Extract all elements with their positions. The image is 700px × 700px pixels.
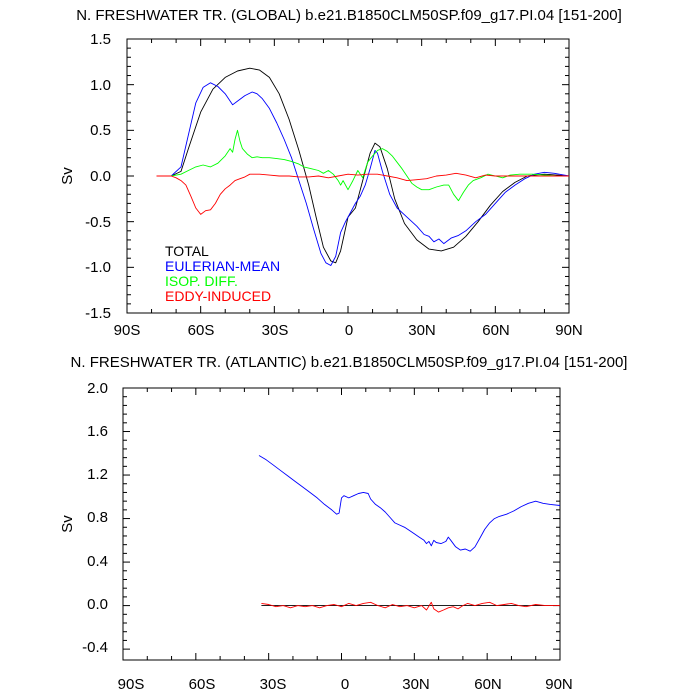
atlantic-x-tick-label: 90N — [545, 676, 573, 693]
global-y-tick-label: 1.5 — [90, 31, 111, 48]
atlantic-y-tick-label: -0.4 — [82, 639, 108, 656]
atlantic-x-tick-label: 30N — [402, 676, 430, 693]
global-panel: N. FRESHWATER TR. (GLOBAL) b.e21.B1850CL… — [59, 7, 622, 339]
global-chart-title: N. FRESHWATER TR. (GLOBAL) b.e21.B1850CL… — [76, 7, 622, 24]
global-tick-marks — [126, 38, 570, 314]
global-y-tick-label: 0.5 — [90, 122, 111, 139]
global-y-tick-label: -1.5 — [85, 305, 111, 322]
global-x-tick-label: 30S — [262, 322, 289, 339]
atlantic-y-ticks: -0.4 0.0 0.4 0.8 1.2 1.6 2.0 — [82, 380, 108, 656]
atlantic-plot-frame — [122, 387, 561, 661]
global-legend: TOTAL EULERIAN-MEAN ISOP. DIFF. EDDY-IND… — [165, 243, 280, 304]
global-y-tick-label: -1.0 — [85, 259, 111, 276]
global-series-line-eulerian-mean — [156, 82, 570, 266]
atlantic-x-tick-label: 0 — [341, 676, 349, 693]
atlantic-x-tick-label: 60S — [189, 676, 216, 693]
legend-isop-diff: ISOP. DIFF. — [165, 273, 238, 289]
legend-eddy-induced: EDDY-INDUCED — [165, 288, 271, 304]
global-series-line-isop-diff — [156, 129, 569, 202]
global-y-tick-label: 0.0 — [90, 168, 111, 185]
atlantic-y-tick-label: 2.0 — [87, 380, 108, 397]
atlantic-x-ticks: 90S 60S 30S 0 30N 60N 90N — [118, 676, 573, 693]
legend-eulerian-mean: EULERIAN-MEAN — [165, 258, 280, 274]
global-x-ticks: 90S 60S 30S 0 30N 60N 90N — [114, 322, 583, 339]
atlantic-x-tick-label: 30S — [260, 676, 287, 693]
atlantic-y-tick-label: 0.4 — [87, 553, 108, 570]
atlantic-y-axis-label: Sv — [59, 515, 76, 533]
global-series-line-total — [156, 67, 570, 264]
atlantic-y-tick-label: 0.0 — [87, 596, 108, 613]
global-x-tick-label: 90S — [114, 322, 141, 339]
global-y-tick-label: -0.5 — [85, 214, 111, 231]
global-x-tick-label: 90N — [555, 322, 583, 339]
global-x-tick-label: 60N — [482, 322, 510, 339]
legend-total: TOTAL — [165, 243, 209, 259]
atlantic-series-group — [258, 455, 561, 613]
atlantic-series-line-red — [261, 601, 560, 613]
global-x-tick-label: 60S — [188, 322, 215, 339]
atlantic-series-line-blue — [258, 455, 561, 552]
global-series-group — [156, 67, 570, 266]
global-y-ticks: -1.5 -1.0 -0.5 0.0 0.5 1.0 1.5 — [85, 31, 111, 322]
global-x-tick-label: 0 — [345, 322, 353, 339]
atlantic-y-tick-label: 1.2 — [87, 466, 108, 483]
atlantic-x-tick-label: 60N — [474, 676, 502, 693]
atlantic-x-tick-label: 90S — [118, 676, 145, 693]
atlantic-panel: N. FRESHWATER TR. (ATLANTIC) b.e21.B1850… — [59, 354, 627, 693]
atlantic-y-tick-label: 1.6 — [87, 423, 108, 440]
global-y-tick-label: 1.0 — [90, 77, 111, 94]
global-y-axis-label: Sv — [59, 167, 76, 185]
atlantic-y-tick-label: 0.8 — [87, 509, 108, 526]
atlantic-tick-marks — [122, 387, 561, 660]
global-x-tick-label: 30N — [408, 322, 436, 339]
atlantic-chart-title: N. FRESHWATER TR. (ATLANTIC) b.e21.B1850… — [71, 354, 628, 371]
global-series-line-eddy-induced — [156, 172, 569, 215]
